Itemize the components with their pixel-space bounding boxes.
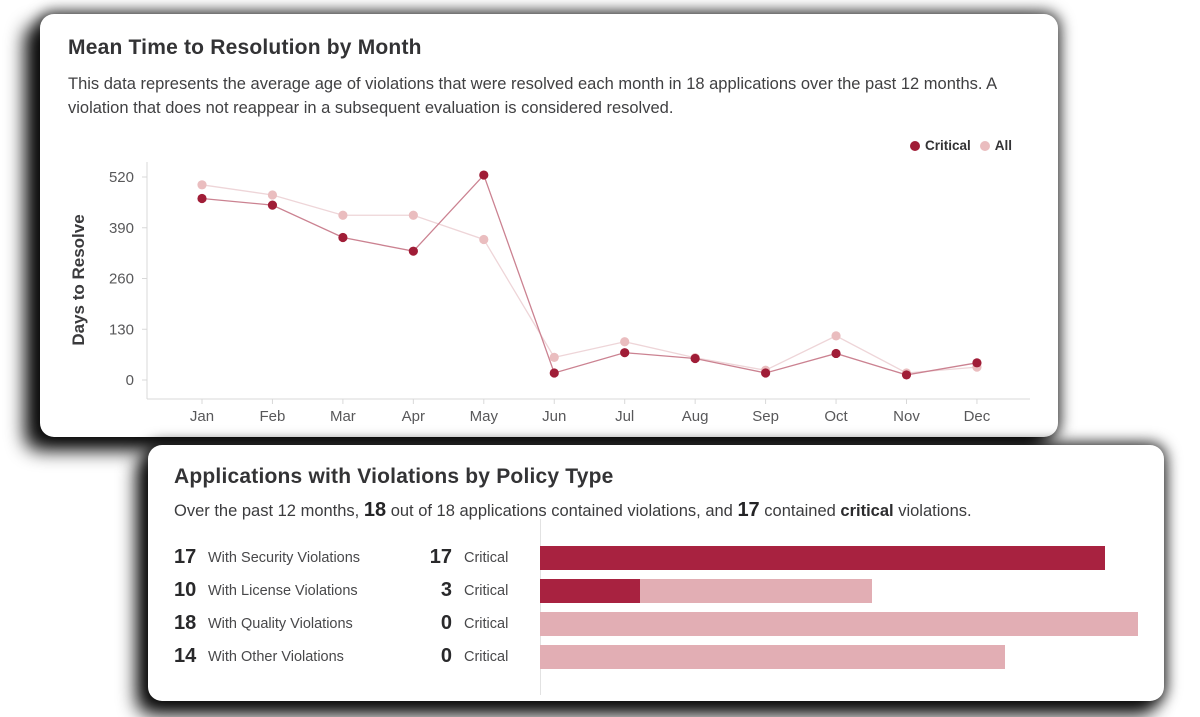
critical-legend-dot-icon [909, 140, 920, 151]
x-tick-label: Jul [615, 408, 634, 425]
critical-count: 3 [440, 579, 452, 601]
data-point-all [408, 210, 418, 220]
critical-bar-segment [540, 578, 640, 603]
y-tick-label: 390 [109, 220, 134, 237]
violations-rows: 17 With Security Violations 17 Critical 10 Wi… [174, 541, 1138, 673]
data-point-critical [901, 370, 912, 380]
bar-chart-baseline-gridline [540, 519, 541, 695]
policy-type-label: With Quality Violations [208, 615, 353, 632]
data-point-critical [761, 368, 771, 378]
data-point-critical [338, 232, 348, 243]
y-tick-label: 0 [126, 372, 134, 389]
legend-label-critical: Critical [924, 138, 971, 153]
data-point-critical [267, 200, 278, 210]
y-tick-label: 520 [109, 169, 134, 186]
critical-count: 0 [440, 612, 452, 634]
x-tick-label: May [470, 408, 499, 425]
legend-item-critical: Critical [909, 138, 971, 153]
critical-bar-segment [540, 545, 1105, 570]
data-point-critical [479, 170, 489, 180]
x-tick-label: Feb [260, 408, 286, 425]
violations-bar [540, 644, 1006, 669]
total-count: 17 [174, 546, 197, 568]
subtitle-segment: 18 [363, 499, 387, 521]
critical-label: Critical [464, 582, 509, 599]
data-point-critical [549, 368, 559, 378]
violations-bar [540, 578, 873, 603]
data-point-critical [690, 353, 700, 364]
data-point-critical [408, 246, 418, 256]
x-tick-label: Jun [542, 408, 566, 425]
mtr-card-title: Mean Time to Resolution by Month [68, 36, 422, 59]
y-tick-label: 130 [109, 321, 134, 338]
violations-bar [540, 611, 1138, 636]
subtitle-segment: violations. [893, 502, 972, 520]
mean-time-resolution-card: Mean Time to Resolution by Month This da… [40, 14, 1058, 437]
data-point-all [620, 337, 630, 347]
series-line-critical [201, 173, 978, 376]
data-point-critical [831, 348, 841, 359]
mtr-card-description: This data represents the average age of … [68, 75, 997, 117]
data-point-all [267, 190, 278, 200]
subtitle-segment: out of 18 applications contained violati… [386, 502, 738, 520]
data-point-all [549, 352, 559, 362]
policy-type-label: With Security Violations [208, 549, 361, 566]
critical-label: Critical [464, 549, 509, 566]
x-tick-label: Dec [964, 408, 991, 425]
data-point-all [831, 331, 841, 341]
x-tick-label: Mar [330, 408, 356, 425]
data-point-all [479, 234, 489, 245]
critical-count: 0 [440, 645, 452, 667]
x-tick-label: Jan [190, 408, 214, 425]
subtitle-segment: critical [840, 502, 894, 520]
x-tick-label: Sep [752, 408, 779, 425]
total-count: 18 [174, 612, 197, 634]
data-point-critical [620, 348, 630, 358]
x-tick-label: Aug [682, 408, 709, 425]
critical-label: Critical [464, 615, 509, 632]
all-legend-dot-icon [979, 140, 990, 151]
violations-bar [540, 545, 1105, 570]
violations-card-subtitle: Over the past 12 months, 18 out of 18 ap… [148, 489, 1164, 523]
y-axis-title: Days to Resolve [69, 214, 88, 345]
subtitle-segment: contained [759, 502, 841, 520]
violations-row: 14 With Other Violations 0 Critical [174, 640, 1138, 673]
x-tick-label: Oct [824, 408, 848, 425]
y-tick-label: 260 [109, 271, 134, 288]
mean-time-resolution-line-chart: Days to Resolve 0 130 260 390 520 Jan Feb Mar Apr… [69, 162, 1030, 425]
mtr-legend: Critical All [909, 138, 1012, 153]
policy-type-label: With License Violations [208, 582, 358, 599]
legend-label-all: All [994, 138, 1012, 153]
critical-label: Critical [464, 648, 509, 665]
violations-row: 10 With License Violations 3 Critical [174, 574, 1138, 607]
data-point-all [338, 210, 348, 220]
data-point-critical [972, 358, 982, 368]
total-count: 10 [174, 579, 197, 601]
violations-by-policy-card: Applications with Violations by Policy T… [148, 445, 1164, 701]
violations-row: 18 With Quality Violations 0 Critical [174, 607, 1138, 640]
violations-card-title: Applications with Violations by Policy T… [174, 465, 614, 488]
policy-type-label: With Other Violations [208, 648, 344, 665]
data-point-critical [197, 193, 207, 204]
subtitle-segment: 17 [737, 499, 760, 521]
data-point-all [197, 180, 207, 190]
series-line-all [201, 184, 978, 374]
critical-count: 17 [429, 546, 452, 568]
total-count: 14 [174, 645, 197, 667]
subtitle-segment: Over the past 12 months, [174, 502, 364, 520]
legend-item-all: All [979, 138, 1012, 153]
violations-row: 17 With Security Violations 17 Critical [174, 541, 1138, 574]
x-tick-label: Nov [893, 408, 920, 425]
x-tick-label: Apr [402, 408, 425, 425]
